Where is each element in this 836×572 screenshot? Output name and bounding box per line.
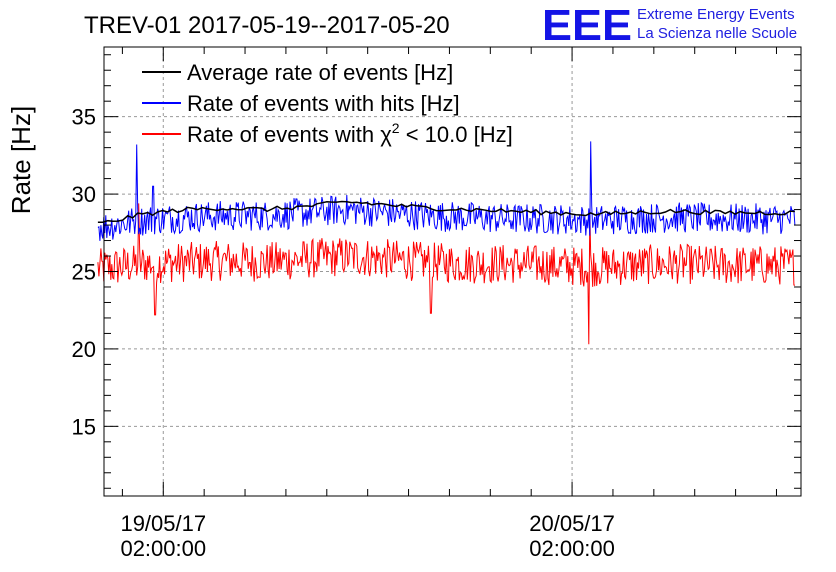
x-tick-label-date: 20/05/17 [529,511,615,536]
y-tick-label: 35 [72,105,96,130]
legend-label-hits: Rate of events with hits [Hz] [187,91,460,116]
y-axis-title: Rate [Hz] [6,106,36,214]
legend-label-chi2: Rate of events with χ2 < 10.0 [Hz] [187,120,513,147]
y-tick-label: 15 [72,414,96,439]
axes [103,46,802,497]
y-tick-label: 30 [72,182,96,207]
eee-logo-mark: EEE [542,1,632,50]
legend-chi2-suffix: < 10.0 [Hz] [400,122,513,147]
eee-logo: EEE Extreme Energy Events La Scienza nel… [542,1,797,50]
x-tick-label-time: 02:00:00 [120,536,206,561]
series-line-hits [97,141,796,241]
legend-chi2-superscript: 2 [392,120,400,136]
y-tick-label: 25 [72,260,96,285]
tick-labels: 152025303519/05/1702:00:0020/05/1702:00:… [72,105,615,561]
legend: Average rate of events [Hz] Rate of even… [142,60,513,147]
legend-label-average: Average rate of events [Hz] [187,60,453,85]
grid-lines [104,47,801,496]
y-tick-label: 20 [72,337,96,362]
x-tick-label-time: 02:00:00 [529,536,615,561]
logo-line-1: Extreme Energy Events [637,6,795,23]
logo-line-2: La Scienza nelle Scuole [637,25,797,42]
x-tick-label-date: 19/05/17 [120,511,206,536]
series-line-chi2 [97,203,796,345]
legend-chi2-prefix: Rate of events with [187,122,380,147]
series-layer [97,141,796,345]
chart-title: TREV-01 2017-05-19--2017-05-20 [84,12,450,39]
legend-chi2-symbol: χ [380,122,392,147]
series-line-average [97,200,795,223]
